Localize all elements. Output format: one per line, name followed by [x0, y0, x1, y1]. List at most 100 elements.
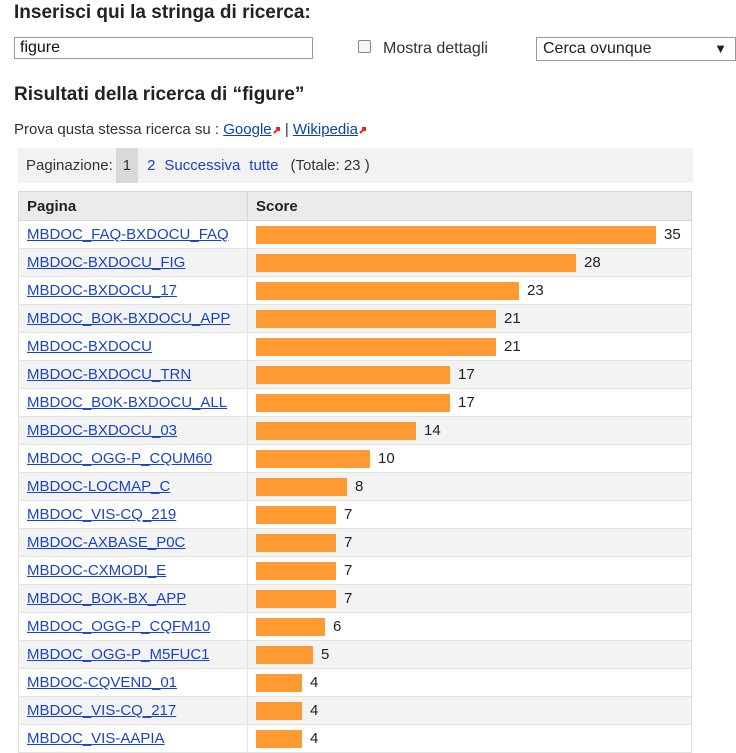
score-value: 7	[344, 590, 353, 607]
score-value: 21	[504, 310, 521, 327]
score-bar	[256, 365, 450, 384]
table-row: MBDOC-BXDOCU_TRN 17	[18, 360, 692, 389]
page-link[interactable]: MBDOC_VIS-AAPIA	[27, 730, 165, 747]
score-cell: 10	[247, 444, 692, 473]
score-cell: 7	[247, 528, 692, 557]
score-bar	[256, 729, 302, 748]
score-value: 4	[310, 702, 319, 719]
score-bar-wrap: 17	[256, 365, 683, 384]
pagination-next[interactable]: Successiva	[164, 157, 241, 174]
page-link[interactable]: MBDOC-CQVEND_01	[27, 674, 178, 691]
score-value: 4	[310, 674, 319, 691]
score-bar	[256, 477, 347, 496]
score-bar-wrap: 4	[256, 673, 683, 692]
table-row: MBDOC-BXDOCU_17 23	[18, 276, 692, 305]
wikipedia-link-label: Wikipedia	[292, 121, 358, 138]
score-bar-wrap: 17	[256, 393, 683, 412]
page-link[interactable]: MBDOC-BXDOCU_03	[27, 422, 178, 439]
page-cell: MBDOC-BXDOCU	[18, 332, 248, 361]
page-link[interactable]: MBDOC_BOK-BXDOCU_APP	[27, 310, 231, 327]
score-cell: 4	[247, 724, 692, 753]
score-cell: 7	[247, 500, 692, 529]
page-link[interactable]: MBDOC-BXDOCU_17	[27, 282, 178, 299]
score-bar	[256, 701, 302, 720]
page-cell: MBDOC_VIS-AAPIA	[18, 724, 248, 753]
page-link[interactable]: MBDOC_OGG-P_M5FUC1	[27, 646, 210, 663]
table-row: MBDOC_FAQ-BXDOCU_FAQ 35	[18, 220, 692, 249]
table-row: MBDOC_VIS-CQ_219 7	[18, 500, 692, 529]
score-value: 5	[321, 646, 330, 663]
search-scope-select[interactable]: Cerca ovunque ▼	[536, 37, 736, 61]
table-row: MBDOC-BXDOCU_FIG 28	[18, 248, 692, 277]
pagination-all[interactable]: tutte	[249, 157, 279, 174]
table-row: MBDOC_BOK-BX_APP 7	[18, 584, 692, 613]
table-row: MBDOC_OGG-P_CQUM60 10	[18, 444, 692, 473]
search-input[interactable]	[14, 37, 313, 59]
score-bar-wrap: 7	[256, 505, 683, 524]
chevron-down-icon: ▼	[714, 41, 727, 56]
page-cell: MBDOC-LOCMAP_C	[18, 472, 248, 501]
page-link[interactable]: MBDOC_BOK-BXDOCU_ALL	[27, 394, 228, 411]
column-header-score: Score	[247, 191, 692, 221]
page-cell: MBDOC_VIS-CQ_219	[18, 500, 248, 529]
google-link[interactable]: Google	[223, 121, 271, 138]
page-cell: MBDOC_OGG-P_CQUM60	[18, 444, 248, 473]
score-value: 7	[344, 534, 353, 551]
score-bar	[256, 645, 313, 664]
page-link[interactable]: MBDOC_OGG-P_CQFM10	[27, 618, 211, 635]
try-search-line: Prova qusta stessa ricerca su : Google |…	[14, 121, 367, 138]
page-link[interactable]: MBDOC-BXDOCU_TRN	[27, 366, 192, 383]
page-link[interactable]: MBDOC_FAQ-BXDOCU_FAQ	[27, 226, 229, 243]
score-cell: 7	[247, 556, 692, 585]
score-cell: 23	[247, 276, 692, 305]
score-bar-wrap: 23	[256, 281, 683, 300]
table-row: MBDOC-BXDOCU 21	[18, 332, 692, 361]
page-cell: MBDOC_VIS-CQ_217	[18, 696, 248, 725]
pagination-label: Paginazione:	[26, 157, 113, 174]
table-row: MBDOC-BXDOCU_03 14	[18, 416, 692, 445]
google-link-label: Google	[223, 121, 272, 138]
score-bar	[256, 281, 519, 300]
score-value: 8	[355, 478, 364, 495]
score-bar-wrap: 4	[256, 729, 683, 748]
score-bar-wrap: 7	[256, 589, 683, 608]
show-details-toggle[interactable]: Mostra dettagli	[358, 38, 488, 60]
results-table: Pagina Score MBDOC_FAQ-BXDOCU_FAQ 35 MBDOC…	[18, 191, 692, 753]
page-link[interactable]: MBDOC-BXDOCU_FIG	[27, 254, 186, 271]
score-bar	[256, 225, 656, 244]
score-bar-wrap: 6	[256, 617, 683, 636]
score-cell: 4	[247, 668, 692, 697]
page-link[interactable]: MBDOC_OGG-P_CQUM60	[27, 450, 213, 467]
score-value: 17	[458, 366, 475, 383]
link-separator: |	[284, 121, 289, 138]
score-value: 21	[504, 338, 521, 355]
table-row: MBDOC-AXBASE_P0C 7	[18, 528, 692, 557]
pagination: Paginazione: 1 2 Successiva tutte (Total…	[18, 148, 693, 183]
pagination-page-2[interactable]: 2	[147, 157, 156, 174]
score-cell: 21	[247, 332, 692, 361]
table-row: MBDOC_BOK-BXDOCU_ALL 17	[18, 388, 692, 417]
score-cell: 5	[247, 640, 692, 669]
score-bar-wrap: 21	[256, 337, 683, 356]
show-details-checkbox[interactable]	[358, 39, 371, 53]
page-cell: MBDOC_OGG-P_M5FUC1	[18, 640, 248, 669]
score-bar	[256, 309, 496, 328]
page-link[interactable]: MBDOC-AXBASE_P0C	[27, 534, 186, 551]
score-value: 35	[664, 226, 681, 243]
page-link[interactable]: MBDOC_VIS-CQ_219	[27, 506, 177, 523]
page-cell: MBDOC_OGG-P_CQFM10	[18, 612, 248, 641]
page-link[interactable]: MBDOC_VIS-CQ_217	[27, 702, 177, 719]
page-cell: MBDOC-BXDOCU_FIG	[18, 248, 248, 277]
score-bar	[256, 253, 576, 272]
wikipedia-link[interactable]: Wikipedia	[293, 121, 358, 138]
score-bar-wrap: 28	[256, 253, 683, 272]
pagination-current-page: 1	[115, 148, 139, 183]
results-table-header: Pagina Score	[18, 191, 692, 221]
page-link[interactable]: MBDOC-CXMODI_E	[27, 562, 167, 579]
page-link[interactable]: MBDOC_BOK-BX_APP	[27, 590, 187, 607]
score-bar-wrap: 5	[256, 645, 683, 664]
page-link[interactable]: MBDOC-BXDOCU	[27, 338, 153, 355]
page-link[interactable]: MBDOC-LOCMAP_C	[27, 478, 171, 495]
table-row: MBDOC-CXMODI_E 7	[18, 556, 692, 585]
score-bar-wrap: 35	[256, 225, 683, 244]
